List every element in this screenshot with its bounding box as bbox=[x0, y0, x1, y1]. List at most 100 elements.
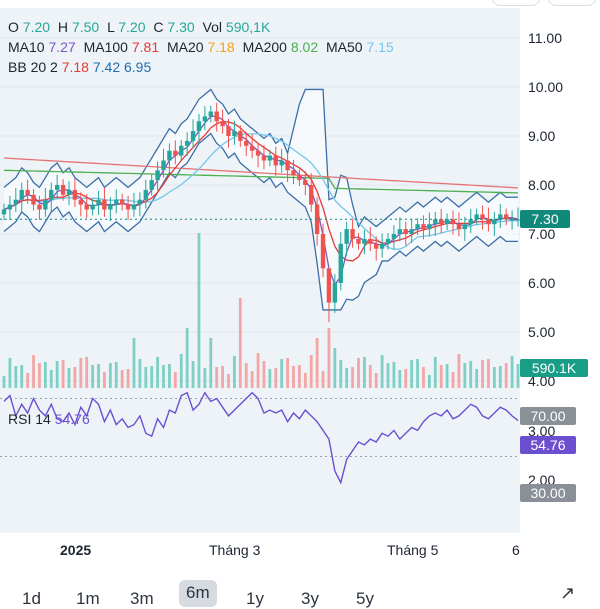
candle-body bbox=[421, 224, 426, 230]
volume-bar bbox=[374, 373, 378, 388]
moving-averages bbox=[3, 115, 519, 287]
candle-body bbox=[385, 238, 391, 244]
volume-tag: 590.1K bbox=[520, 359, 588, 377]
last-price-tag: 7.30 bbox=[520, 210, 570, 228]
candle-body bbox=[409, 229, 414, 234]
ma-legend: MA10 7.27 MA100 7.81 MA20 7.18 MA200 8.0… bbox=[8, 39, 398, 55]
rsi-line bbox=[3, 391, 519, 485]
volume-bar bbox=[380, 355, 384, 388]
volume-bar bbox=[416, 359, 419, 388]
candle-body bbox=[232, 131, 237, 136]
ohlc-legend: O 7.20 H 7.50 L 7.20 C 7.30 Vol 590,1K bbox=[8, 19, 274, 35]
candle-body bbox=[19, 189, 24, 200]
candle-body bbox=[208, 111, 213, 117]
range-1m-button[interactable]: 1m bbox=[76, 589, 100, 608]
expand-icon[interactable]: ↗ bbox=[560, 583, 576, 603]
candle-body bbox=[320, 234, 326, 269]
volume-bar bbox=[108, 363, 112, 388]
volume-bar bbox=[286, 358, 289, 388]
candle-body bbox=[498, 214, 503, 220]
volume-bar bbox=[138, 359, 142, 388]
candle-body bbox=[397, 229, 403, 234]
candle-body bbox=[427, 224, 432, 230]
volume-bar bbox=[156, 357, 160, 388]
y-tick: 4.00 bbox=[528, 373, 556, 389]
volume-bar bbox=[179, 354, 183, 388]
candle-body bbox=[374, 243, 379, 249]
candle-body bbox=[155, 170, 160, 181]
candle-body bbox=[196, 121, 202, 132]
candle-body bbox=[344, 229, 349, 244]
candle-body bbox=[338, 243, 343, 283]
y-tick: 7.00 bbox=[528, 226, 556, 242]
candle-body bbox=[261, 155, 267, 161]
range-5y-button[interactable]: 5y bbox=[356, 589, 374, 608]
volume-bar bbox=[120, 370, 124, 388]
bb-lower-line bbox=[3, 132, 518, 311]
volume-bar bbox=[49, 370, 53, 388]
candle-body bbox=[438, 219, 444, 225]
candle-body bbox=[220, 121, 225, 127]
candle-body bbox=[391, 234, 397, 239]
x-tick-2025: 2025 bbox=[60, 542, 92, 558]
rsi-panel bbox=[0, 391, 520, 485]
candle-body bbox=[90, 204, 95, 210]
candle-body bbox=[379, 243, 385, 249]
candle-body bbox=[279, 160, 284, 166]
volume-bar bbox=[150, 366, 154, 388]
candle-body bbox=[356, 238, 361, 244]
range-3m-button[interactable]: 3m bbox=[130, 589, 154, 608]
candle-body bbox=[149, 180, 154, 190]
volume-bar bbox=[469, 361, 473, 388]
volume-bar bbox=[97, 364, 100, 388]
range-3y-button[interactable]: 3y bbox=[301, 589, 319, 608]
y-tick: 11.00 bbox=[528, 30, 562, 46]
volume-bar bbox=[61, 360, 65, 388]
candle-body bbox=[332, 283, 338, 303]
range-1y-button[interactable]: 1y bbox=[246, 589, 264, 608]
range-1d-button[interactable]: 1d bbox=[22, 589, 41, 608]
ma10-legend: MA10 7.27 bbox=[8, 39, 76, 55]
volume-bar bbox=[404, 369, 408, 388]
candle-body bbox=[456, 224, 462, 230]
volume-bar bbox=[227, 374, 230, 388]
candle-body bbox=[244, 140, 249, 146]
volume-bar bbox=[114, 362, 118, 388]
candle-body bbox=[202, 116, 208, 122]
volume-bar bbox=[498, 366, 502, 388]
candle-body bbox=[285, 160, 290, 171]
candle-body bbox=[161, 160, 166, 171]
volume-bar bbox=[250, 371, 254, 388]
volume-bar bbox=[197, 233, 201, 388]
candle-body bbox=[273, 155, 278, 166]
volume-bar bbox=[487, 359, 490, 388]
volume-bar bbox=[2, 376, 6, 388]
volume-bar bbox=[79, 358, 83, 388]
candle-body bbox=[468, 219, 473, 225]
volume-bar bbox=[315, 338, 319, 388]
ma200-legend: MA200 8.02 bbox=[242, 39, 319, 55]
candle-body bbox=[167, 150, 172, 161]
volume-bar bbox=[510, 356, 514, 388]
candle-body bbox=[403, 229, 408, 234]
range-6m-button[interactable]: 6m bbox=[179, 580, 217, 607]
candle-body bbox=[13, 199, 19, 205]
ma10-line bbox=[3, 115, 519, 287]
volume-bar bbox=[422, 367, 425, 388]
volume-bar bbox=[303, 373, 307, 388]
volume-bar bbox=[32, 355, 35, 388]
candle-body bbox=[267, 155, 273, 161]
candle-body bbox=[309, 185, 314, 205]
volume-bar bbox=[445, 364, 449, 388]
volume-bar bbox=[14, 366, 18, 388]
volume-bar bbox=[8, 358, 12, 388]
candle-body bbox=[314, 204, 320, 234]
ma100-line bbox=[3, 157, 519, 189]
candle-body bbox=[492, 219, 497, 225]
chart-area bbox=[0, 8, 520, 533]
volume-bar bbox=[85, 357, 89, 388]
x-tick-thang-3: Tháng 3 bbox=[209, 542, 261, 558]
candle-body bbox=[114, 199, 119, 205]
volume-bar bbox=[91, 365, 95, 388]
candle-body bbox=[1, 209, 7, 215]
